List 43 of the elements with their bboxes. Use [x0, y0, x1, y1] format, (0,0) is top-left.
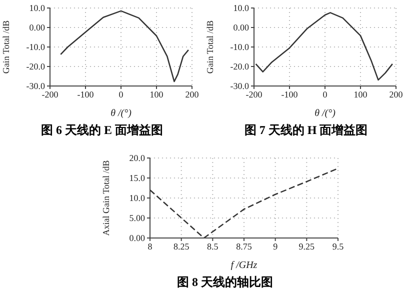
x-tick-label: 8	[148, 241, 153, 252]
x-tick-label: 100	[150, 89, 164, 100]
y-tick-label: 20.0	[129, 153, 146, 164]
y-tick-label: 15.0	[129, 173, 146, 184]
y-axis-title: Gain Total /dB	[1, 20, 12, 74]
y-tick-label: 0.00	[29, 22, 46, 33]
x-tick-label: 8.5	[207, 241, 219, 252]
x-tick-label: -200	[42, 89, 59, 100]
x-tick-label: 200	[389, 89, 404, 100]
y-tick-label: 10.0	[129, 193, 146, 204]
line-series	[255, 12, 394, 81]
x-tick-label: -100	[281, 89, 298, 100]
y-tick-label: 10.0	[29, 3, 46, 14]
x-axis-title: θ /(°)	[314, 108, 336, 119]
x-tick-label: 200	[185, 89, 200, 100]
y-tick-label: 0.00	[129, 233, 146, 244]
text: 图 8 天线的轴比图	[176, 274, 274, 291]
x-tick-label: -100	[77, 89, 94, 100]
y-tick-label: -30.0	[26, 81, 46, 92]
x-tick-label: 0	[322, 89, 328, 100]
text: 图 7 天线的 H 面增益图	[243, 122, 369, 139]
x-tick-label: 8.25	[173, 241, 190, 252]
x-axis-title: θ /(°)	[110, 108, 132, 119]
x-tick-label: 9.25	[298, 241, 316, 252]
y-tick-label: -30.0	[230, 81, 250, 92]
y-axis-title: Axial Gain Total /dB	[101, 160, 112, 236]
x-tick-label: 8.75	[236, 241, 252, 252]
x-tick-label: -200	[246, 89, 263, 100]
x-tick-label: 0	[118, 89, 124, 100]
y-tick-label: 0.00	[233, 22, 250, 33]
y-tick-label: -10.0	[26, 42, 46, 52]
x-tick-label: 9	[273, 241, 278, 252]
y-tick-label: -10.0	[230, 42, 250, 52]
x-tick-label: 100	[354, 89, 368, 100]
y-tick-label: -20.0	[230, 62, 250, 72]
line-series	[60, 10, 190, 82]
x-tick-label: 9.5	[332, 241, 344, 252]
y-axis-title: Gain Total /dB	[205, 20, 216, 74]
text: 图 6 天线的 E 面增益图	[40, 122, 164, 139]
x-axis-title: f /GHz	[230, 260, 258, 271]
y-tick-label: 10.0	[233, 3, 250, 14]
y-tick-label: -20.0	[26, 62, 46, 72]
y-tick-label: 5.00	[129, 213, 146, 224]
